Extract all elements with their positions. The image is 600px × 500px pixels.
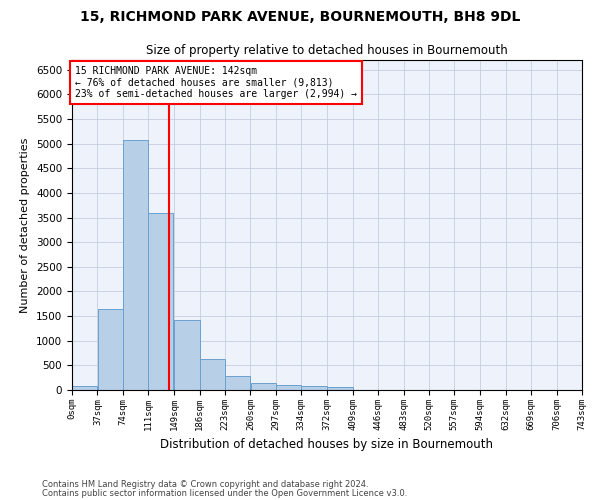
Bar (251, 382, 276, 390)
Bar (301, 386, 326, 390)
Text: 15, RICHMOND PARK AVENUE, BOURNEMOUTH, BH8 9DL: 15, RICHMOND PARK AVENUE, BOURNEMOUTH, B… (80, 10, 520, 24)
X-axis label: Distribution of detached houses by size in Bournemouth: Distribution of detached houses by size … (161, 438, 493, 451)
Bar (276, 384, 301, 390)
Y-axis label: Number of detached properties: Number of detached properties (20, 138, 31, 312)
Text: 15 RICHMOND PARK AVENUE: 142sqm
← 76% of detached houses are smaller (9,813)
23%: 15 RICHMOND PARK AVENUE: 142sqm ← 76% of… (75, 66, 357, 99)
Bar (225, 376, 250, 390)
Text: Contains public sector information licensed under the Open Government Licence v3: Contains public sector information licen… (42, 489, 407, 498)
Bar (175, 320, 200, 390)
Bar (328, 388, 353, 390)
Title: Size of property relative to detached houses in Bournemouth: Size of property relative to detached ho… (146, 44, 508, 58)
Bar (148, 212, 173, 390)
Bar (200, 360, 225, 390)
Bar (98, 308, 122, 390)
Text: Contains HM Land Registry data © Crown copyright and database right 2024.: Contains HM Land Registry data © Crown c… (42, 480, 368, 489)
Bar (123, 140, 148, 390)
Bar (72, 386, 97, 390)
